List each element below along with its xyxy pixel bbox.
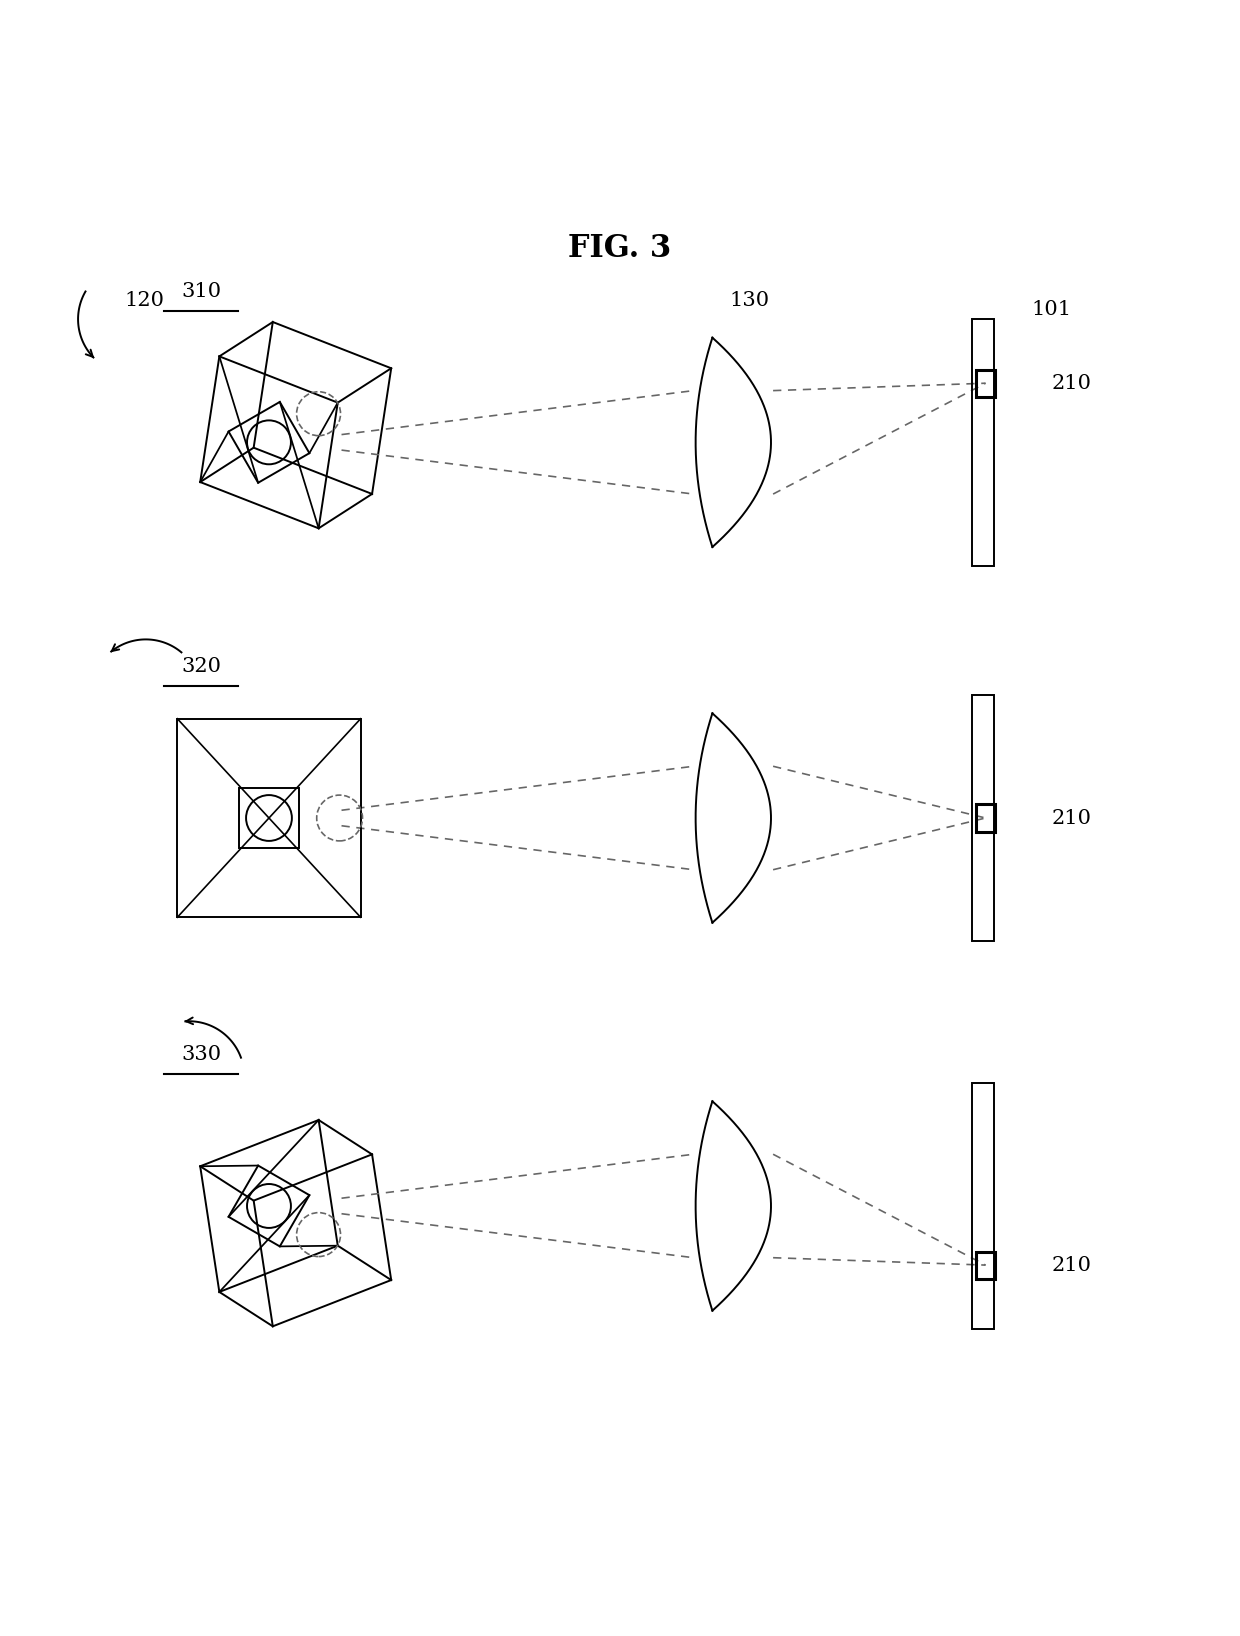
Text: 210: 210 [1052, 373, 1091, 393]
Bar [972, 319, 994, 566]
Bar [972, 1083, 994, 1328]
Bar [972, 695, 994, 941]
Text: 310: 310 [181, 281, 221, 301]
Text: 120: 120 [124, 291, 164, 311]
Text: 210: 210 [1052, 1255, 1091, 1274]
Text: 320: 320 [181, 658, 221, 676]
Text: 210: 210 [1052, 808, 1091, 828]
Text: FIG. 3: FIG. 3 [568, 234, 672, 265]
Text: 101: 101 [1030, 299, 1071, 319]
Text: 330: 330 [181, 1045, 221, 1065]
Bar [976, 370, 994, 398]
Bar [976, 1252, 994, 1279]
Text: 130: 130 [729, 291, 769, 311]
Bar [976, 805, 994, 831]
